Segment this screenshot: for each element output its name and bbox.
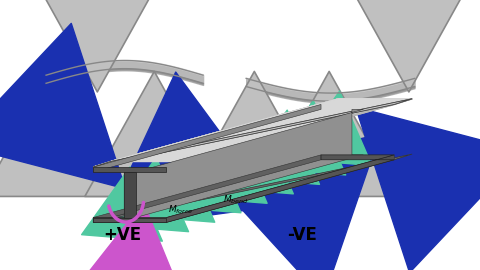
Polygon shape <box>93 154 412 222</box>
Polygon shape <box>93 218 167 222</box>
Polygon shape <box>167 155 394 222</box>
Polygon shape <box>111 99 412 161</box>
Polygon shape <box>93 167 167 172</box>
Polygon shape <box>93 99 339 167</box>
Text: -VE: -VE <box>287 226 317 244</box>
Polygon shape <box>93 99 339 167</box>
Polygon shape <box>111 99 412 161</box>
Text: $M_{bend}$: $M_{bend}$ <box>223 194 249 206</box>
Polygon shape <box>111 99 412 161</box>
Polygon shape <box>93 99 412 167</box>
Text: $M_{force}$: $M_{force}$ <box>168 204 193 216</box>
Polygon shape <box>124 109 363 218</box>
Polygon shape <box>93 104 321 172</box>
Polygon shape <box>167 99 412 167</box>
Polygon shape <box>93 155 321 222</box>
Polygon shape <box>93 99 412 167</box>
Polygon shape <box>124 172 135 218</box>
Polygon shape <box>93 155 394 222</box>
Polygon shape <box>167 99 412 167</box>
Text: +VE: +VE <box>103 226 141 244</box>
